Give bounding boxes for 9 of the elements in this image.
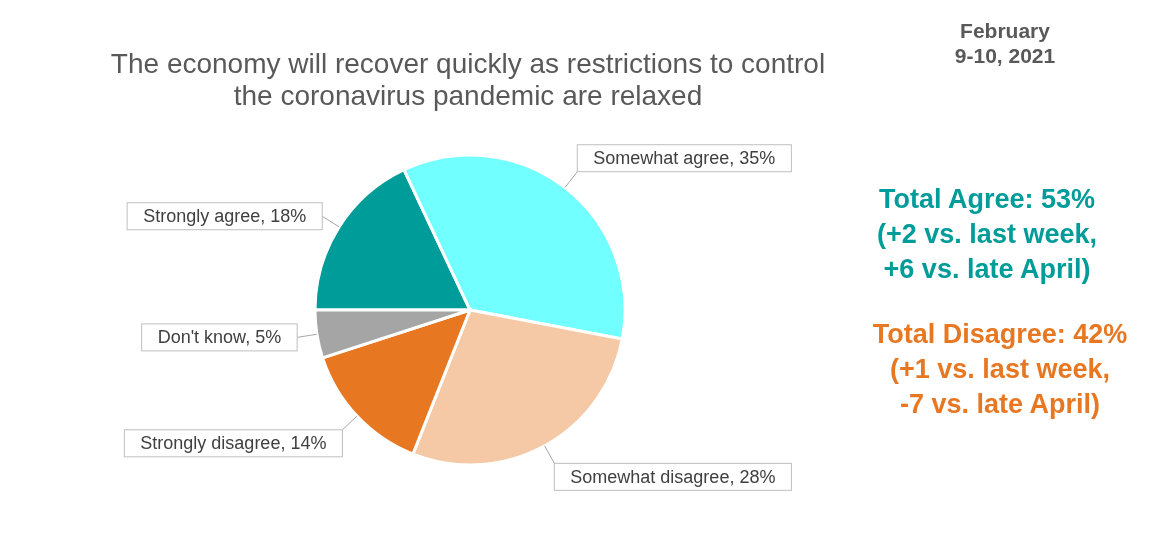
slice-label: Somewhat disagree, 28% [570, 466, 776, 487]
slice-label: Somewhat agree, 35% [593, 148, 776, 169]
text: Total Agree: 53% (+2 vs. last week, +6 vs. late April) [877, 184, 1097, 284]
text: February 9-10, 2021 [954, 19, 1056, 67]
slice-label: Strongly disagree, 14% [140, 433, 327, 454]
chart-title: The economy will recover quickly as restrictions to control the coronavirus pandemic are relaxed [110, 48, 826, 111]
text: Total Disagree: 42% (+1 vs. last week, -7 vs. late April) [872, 319, 1128, 419]
slice-label: Don't know, 5% [157, 327, 282, 348]
slice-label: Strongly agree, 18% [143, 206, 307, 227]
